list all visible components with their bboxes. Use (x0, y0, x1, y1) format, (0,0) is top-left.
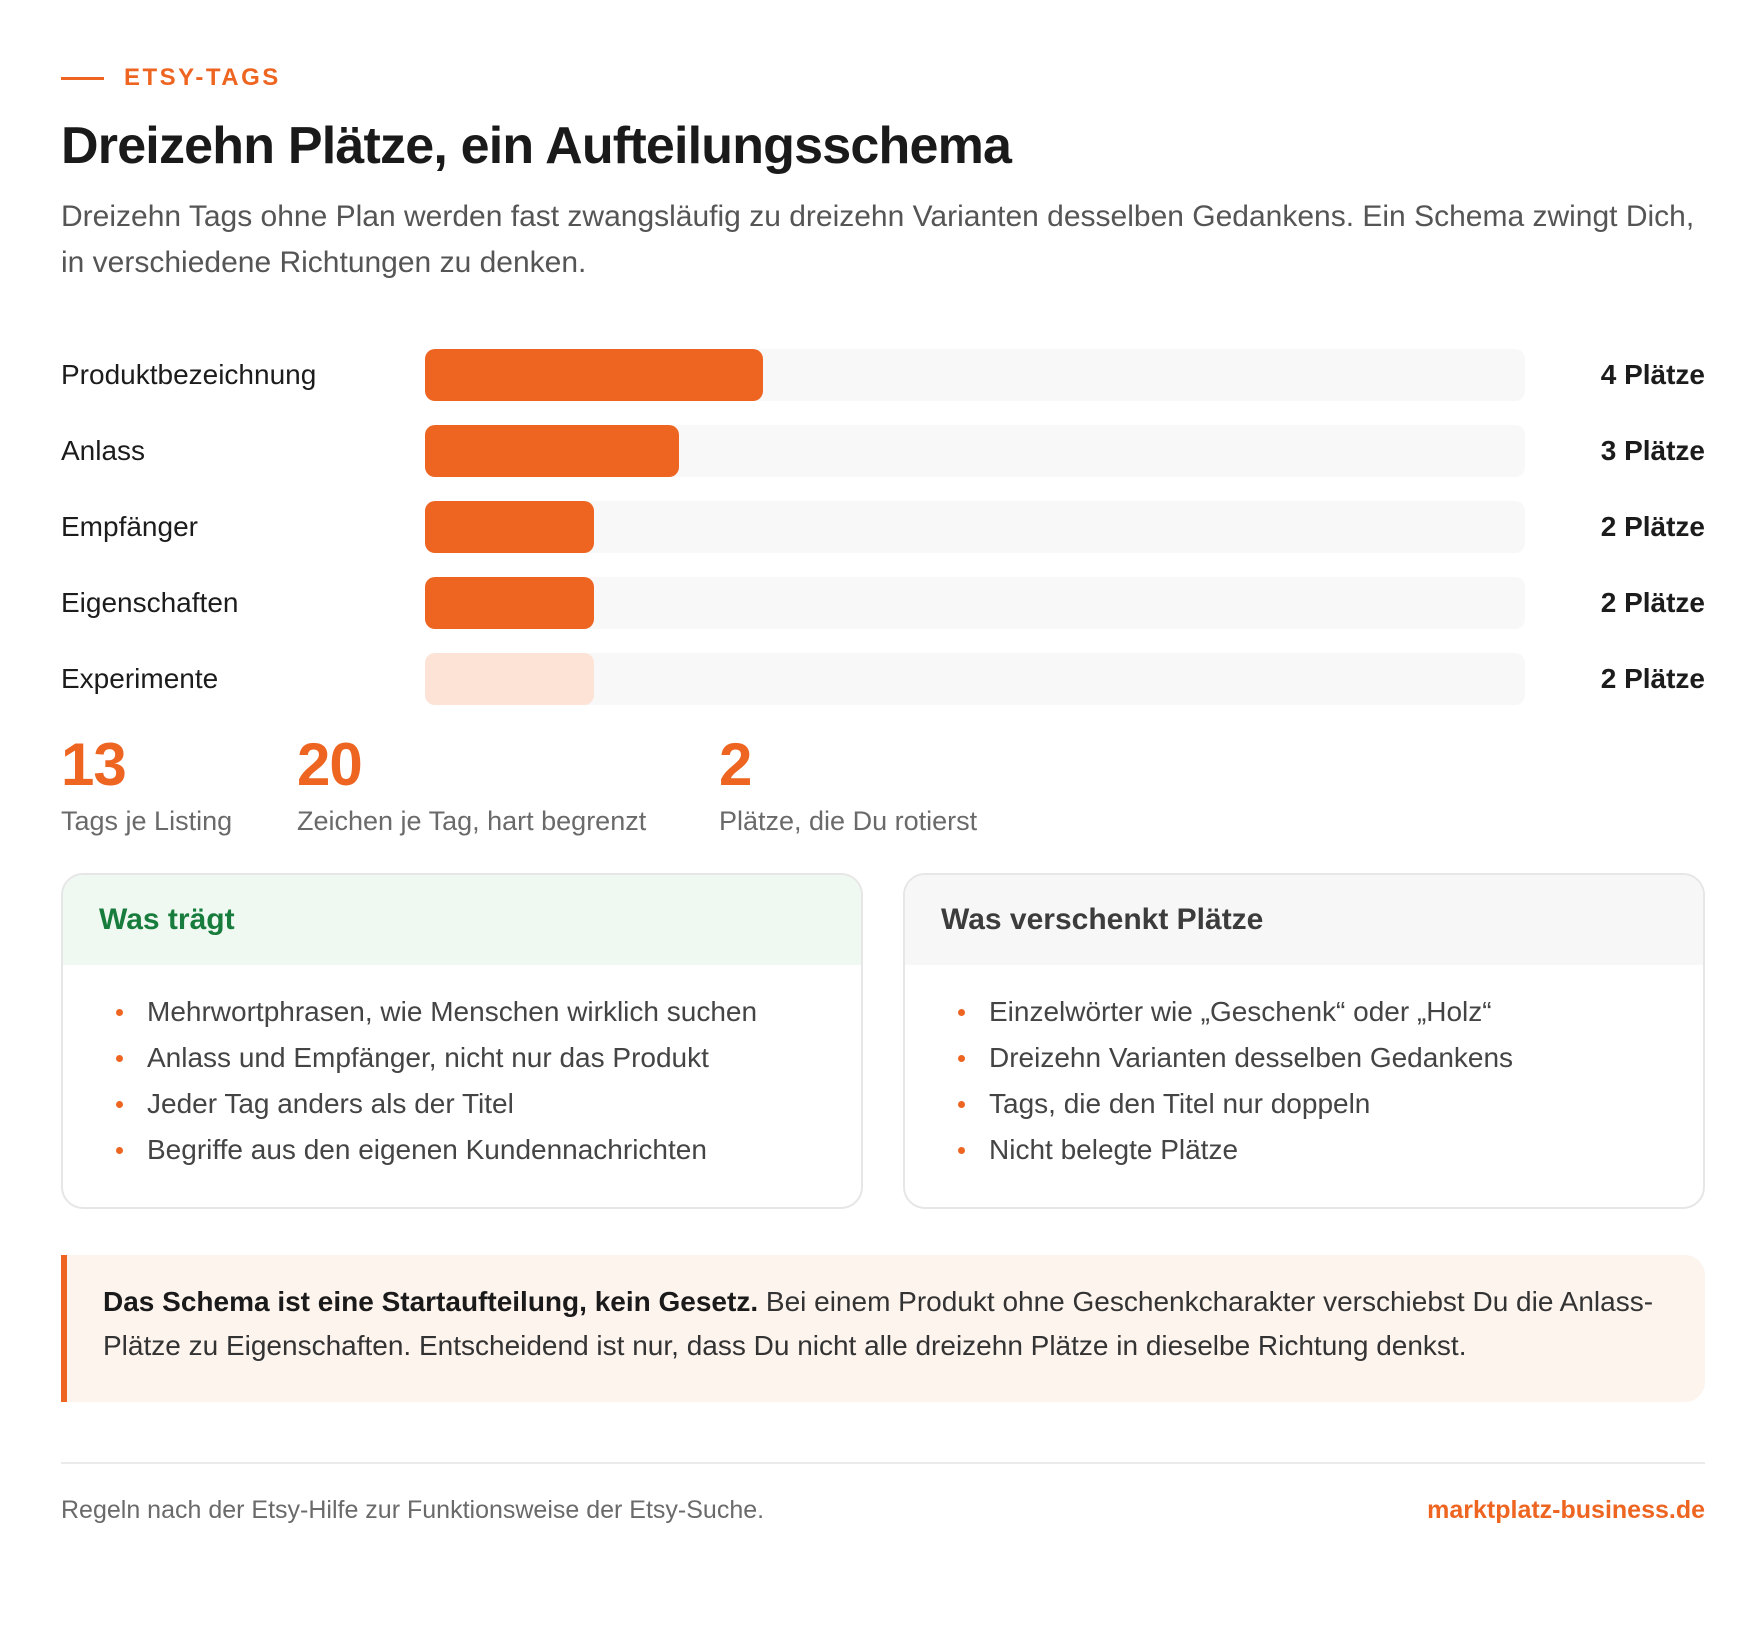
stat-number: 2 (719, 731, 752, 798)
bar-value-label: 4 Plätze (1600, 359, 1705, 390)
bullet-icon (958, 1101, 965, 1108)
bar-track (425, 653, 1525, 705)
card-list: Mehrwortphrasen, wie Menschen wirklich s… (63, 965, 861, 1173)
stat-number: 20 (297, 731, 363, 798)
bullet-icon (958, 1055, 965, 1062)
card-what-works: Was trägt Mehrwortphrasen, wie Menschen … (61, 873, 863, 1209)
bullet-icon (958, 1147, 965, 1154)
list-item-text: Tags, die den Titel nur doppeln (989, 1088, 1371, 1119)
list-item: Dreizehn Varianten desselben Gedankens (958, 1035, 1703, 1081)
stat-label: Zeichen je Tag, hart begrenzt (297, 806, 647, 836)
eyebrow: ETSY-TAGS (61, 64, 281, 92)
card-title: Was verschenkt Plätze (905, 875, 1703, 965)
list-item-text: Begriffe aus den eigenen Kundennachricht… (147, 1134, 707, 1165)
callout-body: Bei einem Produkt ohne Geschenkcharakter… (103, 1286, 1654, 1361)
bullet-icon (116, 1055, 123, 1062)
eyebrow-line (61, 76, 104, 80)
bar-label: Empfänger (61, 511, 198, 542)
list-item: Tags, die den Titel nur doppeln (958, 1081, 1703, 1127)
stat-label: Plätze, die Du rotierst (719, 806, 978, 836)
bar-value-label: 3 Plätze (1600, 435, 1705, 466)
card-title: Was trägt (63, 875, 861, 965)
bar-row: Empfänger 2 Plätze (61, 501, 1705, 553)
bar-value-label: 2 Plätze (1600, 511, 1705, 542)
bar (425, 349, 763, 401)
card-what-wastes-slots: Was verschenkt Plätze Einzelwörter wie „… (903, 873, 1705, 1209)
brand-link[interactable]: marktplatz-business.de (1427, 1496, 1705, 1524)
list-item-text: Mehrwortphrasen, wie Menschen wirklich s… (147, 996, 758, 1027)
bar (425, 501, 594, 553)
list-item: Begriffe aus den eigenen Kundennachricht… (116, 1127, 861, 1173)
bar (425, 577, 594, 629)
bar-row: Experimente 2 Plätze (61, 653, 1705, 705)
bar-label: Produktbezeichnung (61, 359, 317, 390)
stat-rotating-slots: 2 Plätze, die Du rotierst (719, 730, 977, 837)
card-list: Einzelwörter wie „Geschenk“ oder „Holz“ … (905, 965, 1703, 1173)
bullet-icon (116, 1009, 123, 1016)
bar-track (425, 349, 1525, 401)
bar-track (425, 425, 1525, 477)
list-item: Nicht belegte Plätze (958, 1127, 1703, 1173)
bar-value-label: 2 Plätze (1600, 663, 1705, 694)
bar-label: Eigenschaften (61, 587, 239, 618)
stat-number: 13 (61, 731, 127, 798)
page-title: Dreizehn Plätze, ein Aufteilungsschema (61, 117, 1012, 175)
list-item: Einzelwörter wie „Geschenk“ oder „Holz“ (958, 989, 1703, 1035)
bar-label: Experimente (61, 663, 219, 694)
callout-bold: Das Schema ist eine Startaufteilung, kei… (103, 1286, 759, 1317)
list-item-text: Jeder Tag anders als der Titel (147, 1088, 514, 1119)
bullet-icon (116, 1101, 123, 1108)
bar-value-label: 2 Plätze (1600, 587, 1705, 618)
bar-row: Anlass 3 Plätze (61, 425, 1705, 477)
stat-characters: 20 Zeichen je Tag, hart begrenzt (297, 730, 646, 837)
bar-track (425, 577, 1525, 629)
list-item: Anlass und Empfänger, nicht nur das Prod… (116, 1035, 861, 1081)
list-item-text: Nicht belegte Plätze (989, 1134, 1239, 1165)
list-item: Jeder Tag anders als der Titel (116, 1081, 861, 1127)
bar-label: Anlass (61, 435, 146, 466)
bar (425, 653, 594, 705)
stat-label: Tags je Listing (61, 806, 233, 836)
list-item-text: Anlass und Empfänger, nicht nur das Prod… (147, 1042, 709, 1073)
list-item: Mehrwortphrasen, wie Menschen wirklich s… (116, 989, 861, 1035)
callout-text: Das Schema ist eine Startaufteilung, kei… (103, 1280, 1669, 1368)
bar-track (425, 501, 1525, 553)
intro-text: Dreizehn Tags ohne Plan werden fast zwan… (61, 200, 1695, 279)
bar-row: Eigenschaften 2 Plätze (61, 577, 1705, 629)
callout-box: Das Schema ist eine Startaufteilung, kei… (61, 1255, 1705, 1402)
bullet-icon (958, 1009, 965, 1016)
bar (425, 425, 679, 477)
eyebrow-text: ETSY-TAGS (124, 64, 281, 91)
bar-row: Produktbezeichnung 4 Plätze (61, 349, 1705, 401)
source-note: Regeln nach der Etsy-Hilfe zur Funktions… (61, 1496, 765, 1524)
bullet-icon (116, 1147, 123, 1154)
list-item-text: Einzelwörter wie „Geschenk“ oder „Holz“ (989, 996, 1492, 1027)
list-item-text: Dreizehn Varianten desselben Gedankens (989, 1042, 1514, 1073)
footer-divider (61, 1462, 1705, 1464)
stat-tags: 13 Tags je Listing (61, 730, 232, 837)
